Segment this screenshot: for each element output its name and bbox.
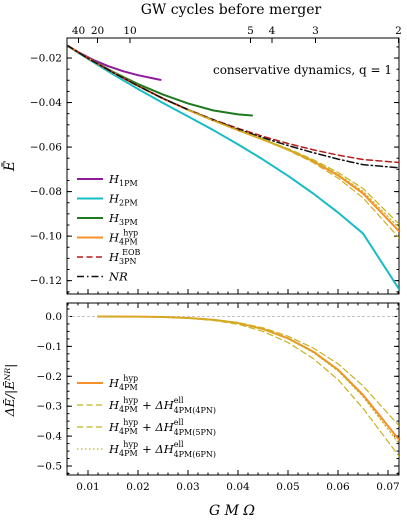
top-axis-tick-label: 2 — [395, 25, 402, 37]
top-y-tick-label: −0.04 — [30, 97, 62, 109]
top-axis-tick-label: 5 — [247, 25, 254, 37]
x-tick-label: 0.06 — [326, 481, 350, 493]
bottom-y-tick-label: −0.4 — [37, 431, 63, 443]
x-tick-label: 0.07 — [376, 481, 399, 493]
top-axis-tick-label: 20 — [91, 25, 104, 37]
top-y-axis-label: Ē — [0, 161, 18, 172]
top-axis-tick-label: 40 — [72, 25, 85, 37]
x-tick-label: 0.01 — [76, 481, 99, 493]
chart-layers: 40 20 10 5 4 3 2 0.01 0.02 0.03 0.04 0.05 0.06 0.07 −0… — [30, 25, 402, 493]
top-legend-entry-0-label: H1PM — [108, 172, 138, 188]
top-axis-tick-label: 10 — [123, 25, 136, 37]
top-series-line-7 — [187, 109, 399, 225]
bottom-y-axis-label: ΔĒ/|Ēᴺᴿ| — [2, 364, 17, 418]
x-tick-label: 0.05 — [276, 481, 299, 493]
top-legend-entry-3-label: H4PMhyp — [108, 229, 138, 247]
top-y-tick-label: −0.02 — [30, 53, 62, 65]
top-y-tick-label: −0.08 — [30, 186, 62, 198]
top-axis-tick-label: 3 — [312, 25, 319, 37]
bottom-y-tick-label: −0.1 — [37, 341, 63, 353]
top-y-tick-label: −0.06 — [30, 142, 62, 154]
bottom-panel-frame — [66, 302, 400, 476]
bottom-legend-entry-1-label: H4PMhyp + ΔHell 4PM(4PN) — [108, 396, 216, 415]
top-y-tick-label: −0.10 — [30, 231, 62, 243]
top-legend-entry-1-label: H2PM — [108, 192, 138, 208]
x-axis-label: G M Ω — [209, 503, 255, 519]
bottom-y-tick-label: −0.2 — [37, 371, 63, 383]
x-tick-label: 0.04 — [226, 481, 250, 493]
top-legend-entry-4-label: H3PNEOB — [108, 248, 141, 266]
bottom-series-line-3 — [97, 315, 399, 445]
bottom-legend-entry-0-label: H4PMhyp — [108, 374, 138, 392]
bottom-legend-entry-3-label: H4PMhyp + ΔHell 4PM(6PN) — [108, 440, 216, 459]
top-legend-entry-2-label: H3PM — [108, 211, 138, 227]
top-axis-tick-label: 4 — [269, 25, 276, 37]
top-legend-entry-5-label: NR — [108, 270, 128, 284]
dynamics-annotation: conservative dynamics, q = 1 — [213, 63, 392, 77]
top-panel-frame — [66, 37, 400, 295]
bottom-y-tick-label: 0.0 — [45, 311, 62, 323]
top-series-line-6 — [187, 109, 399, 239]
x-tick-label: 0.02 — [126, 481, 149, 493]
top-axis-title: GW cycles before merger — [141, 2, 322, 18]
top-series-line-8 — [187, 109, 399, 229]
top-y-tick-label: −0.12 — [30, 275, 62, 287]
bottom-y-tick-label: −0.5 — [37, 461, 63, 473]
bottom-legend-entry-2-label: H4PMhyp + ΔHell 4PM(5PN) — [108, 418, 216, 437]
bottom-y-tick-label: −0.3 — [37, 401, 63, 413]
x-tick-label: 0.03 — [176, 481, 199, 493]
